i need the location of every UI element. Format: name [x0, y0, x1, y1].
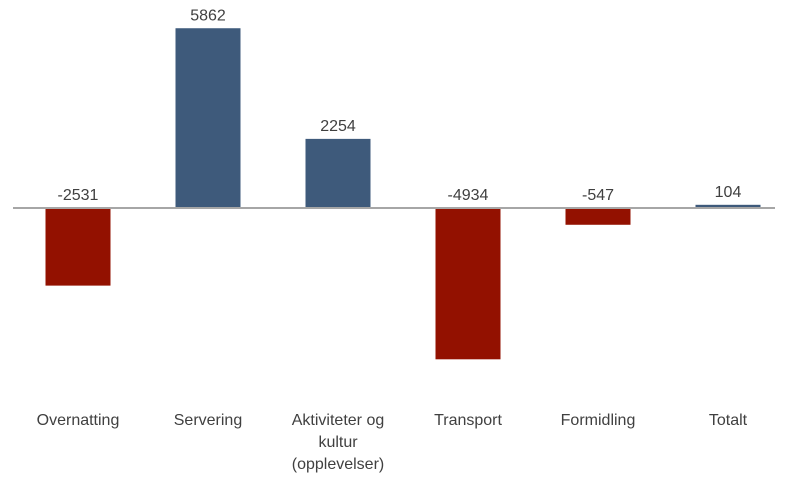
x-tick-label: Formidling — [560, 412, 636, 429]
value-label: -547 — [582, 187, 614, 204]
bar — [435, 208, 501, 360]
value-label: -2531 — [58, 187, 99, 204]
x-tick-label: Overnatting — [36, 412, 120, 429]
x-tick-label: Totalt — [708, 412, 748, 429]
value-label: 2254 — [320, 118, 356, 135]
value-label: 104 — [715, 184, 742, 201]
bar — [695, 204, 761, 208]
x-tick-label: Transport — [434, 412, 502, 429]
value-label: 5862 — [190, 7, 226, 24]
bar — [305, 138, 371, 208]
x-tick-label: Aktiviteter og kultur (opplevelser) — [291, 412, 385, 473]
x-tick-label: Servering — [173, 412, 243, 429]
bar — [175, 28, 241, 209]
bar — [565, 208, 631, 225]
bar — [45, 208, 111, 286]
value-label: -4934 — [448, 187, 489, 204]
